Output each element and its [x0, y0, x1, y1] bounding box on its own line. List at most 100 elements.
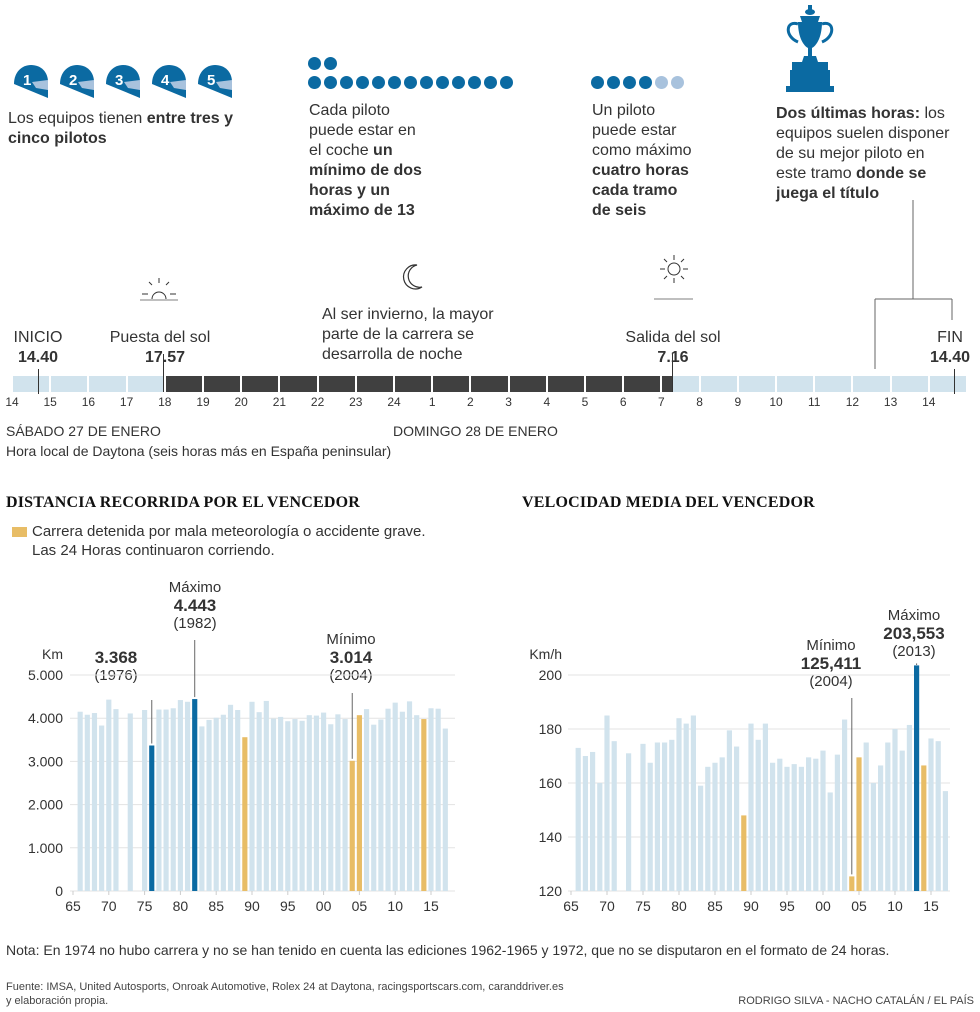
- timeline-day-hour: [89, 376, 126, 392]
- bar-1975: [640, 743, 646, 891]
- bar-2010: [392, 702, 398, 891]
- night-note-line: desarrolla de noche: [322, 346, 463, 363]
- bar-2016: [935, 741, 941, 891]
- timeline-night-hour: [165, 376, 202, 392]
- bar-1997: [798, 766, 804, 891]
- driver-time-line: máximo de 13: [309, 202, 415, 219]
- bar-1989: [242, 737, 248, 891]
- bar-1998: [306, 715, 312, 891]
- hour-tick-label: 6: [619, 395, 627, 409]
- x-tick-label: 75: [137, 898, 153, 914]
- bar-2002: [335, 714, 341, 891]
- annotation-value: 203,553: [883, 624, 945, 643]
- bar-2015: [928, 738, 934, 891]
- sunrise-label: Salida del sol: [625, 329, 721, 346]
- bar-1985: [213, 717, 219, 891]
- timeline-night-hour: [242, 376, 279, 392]
- bar-1968: [590, 751, 596, 891]
- bar-1985: [712, 762, 718, 891]
- bar-1988: [734, 746, 740, 891]
- bar-1971: [611, 741, 617, 891]
- hour-tick-label: 8: [696, 395, 703, 409]
- hour-tick-label: 5: [581, 395, 589, 409]
- hour-tick-label: 14: [5, 395, 19, 409]
- bar-1967: [582, 756, 588, 891]
- bar-2000: [820, 750, 826, 891]
- timeline-night-hour: [433, 376, 470, 392]
- hour-tick-label: 19: [196, 395, 210, 409]
- x-tick-label: 90: [743, 898, 759, 914]
- teams-text: Los equipos tienen entre tres y cinco pi…: [8, 109, 248, 149]
- bar-1984: [206, 719, 212, 891]
- timeline-night-hour: [509, 376, 546, 392]
- last-hours-bracket: [874, 200, 953, 369]
- timezone-note: Hora local de Daytona (seis horas más en…: [6, 443, 392, 459]
- start-marker: INICIO 14.40: [8, 328, 68, 368]
- bar-2007: [371, 724, 377, 891]
- max-stint-line: cuatro horas: [592, 162, 689, 179]
- sunset-icon: [140, 278, 178, 301]
- hour-dot: [404, 76, 417, 89]
- bar-1967: [84, 714, 90, 891]
- bar-1966: [575, 747, 581, 891]
- legend-swatch-stopped: [12, 527, 27, 537]
- hour-tick-label: 10: [769, 395, 783, 409]
- x-tick-label: 75: [635, 898, 651, 914]
- source: Fuente: IMSA, United Autosports, Onroak …: [6, 980, 564, 1008]
- helmet-icon: 1: [14, 65, 48, 98]
- bar-1983: [698, 785, 704, 891]
- helmet-icon: 4: [152, 65, 186, 98]
- night-note-line: Al ser invierno, la mayor: [322, 306, 494, 323]
- y-tick-label: 3.000: [28, 753, 63, 769]
- timeline-day-hour: [815, 376, 852, 392]
- y-axis-label: Km: [42, 646, 63, 662]
- max-stint-text: Un piloto puede estar como máximo cuatro…: [592, 101, 732, 221]
- bar-1981: [683, 723, 689, 891]
- hour-tick-label: 14: [922, 395, 936, 409]
- bar-1988: [235, 709, 241, 891]
- hour-tick-label: 2: [467, 395, 474, 409]
- annotation-year: (2013): [892, 643, 936, 660]
- y-tick-label: 5.000: [28, 667, 63, 683]
- bar-1994: [278, 716, 284, 891]
- bar-1995: [285, 721, 291, 891]
- sunrise-icon: [654, 255, 693, 300]
- bar-1977: [654, 742, 660, 891]
- distance-chart-title: DISTANCIA RECORRIDA POR EL VENCEDOR: [6, 494, 361, 511]
- x-tick-label: 05: [352, 898, 368, 914]
- y-tick-label: 200: [539, 667, 563, 683]
- bar-1979: [170, 708, 176, 891]
- hour-tick-label: 21: [272, 395, 287, 409]
- moon-icon: [402, 264, 423, 290]
- bar-1970: [106, 699, 112, 891]
- hour-dot: [623, 76, 636, 89]
- bar-1969: [99, 725, 105, 891]
- bar-2015: [428, 708, 434, 891]
- x-tick-label: 95: [280, 898, 296, 914]
- end-time: 14.40: [929, 349, 971, 366]
- max-stint-line: de seis: [592, 202, 647, 219]
- speed-chart-title: VELOCIDAD MEDIA DEL VENCEDOR: [522, 494, 815, 511]
- hour-tick-label: 16: [81, 395, 96, 409]
- x-tick-label: 00: [815, 898, 831, 914]
- x-tick-label: 70: [599, 898, 615, 914]
- bar-2004: [349, 760, 355, 891]
- bar-1977: [156, 709, 162, 891]
- hour-dot-light: [671, 76, 684, 89]
- legend-line: Carrera detenida por mala meteorología o…: [32, 523, 426, 540]
- bar-1966: [77, 711, 83, 891]
- x-tick-label: 15: [923, 898, 939, 914]
- annotation-value: 3.368: [94, 648, 138, 667]
- day1-label: SÁBADO 27 DE ENERO: [6, 423, 161, 439]
- sunrise-marker: Salida del sol 7.16: [612, 328, 734, 368]
- timeline-night-hour: [471, 376, 508, 392]
- driver-time-line-bold: un: [373, 142, 393, 159]
- bar-2007: [870, 783, 876, 891]
- helmet-icon: 3: [106, 65, 140, 98]
- hour-dot: [340, 76, 353, 89]
- bar-1978: [662, 742, 668, 891]
- bar-1987: [227, 704, 234, 891]
- y-tick-label: 4.000: [28, 710, 63, 726]
- bar-1990: [748, 723, 754, 891]
- bar-2017: [942, 791, 948, 891]
